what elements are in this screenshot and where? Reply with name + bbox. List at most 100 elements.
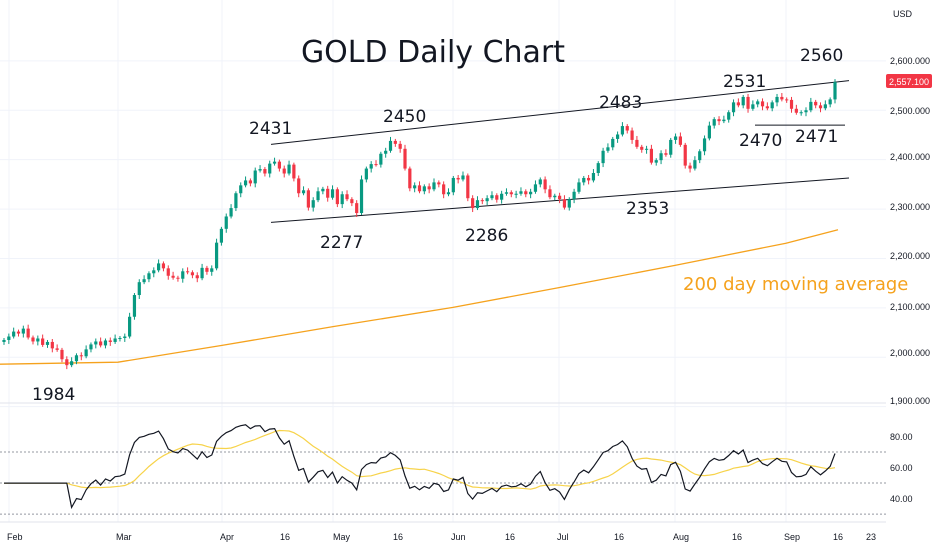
candle-body bbox=[374, 164, 378, 166]
candle-body bbox=[79, 355, 83, 357]
candle-body bbox=[277, 161, 281, 169]
candle-body bbox=[480, 200, 484, 202]
candle-body bbox=[123, 336, 127, 339]
candle-body bbox=[794, 108, 798, 113]
candle-body bbox=[118, 338, 122, 340]
candle-body bbox=[103, 340, 108, 346]
candle-body bbox=[451, 177, 455, 193]
candle-body bbox=[70, 361, 74, 366]
candle-body bbox=[577, 182, 581, 192]
candle-body bbox=[485, 198, 489, 202]
candle-body bbox=[214, 242, 219, 269]
candle-body bbox=[504, 192, 509, 194]
candle-body bbox=[524, 191, 528, 195]
annotation-2277: 2277 bbox=[320, 233, 363, 253]
candle-body bbox=[596, 163, 600, 174]
candle-body bbox=[200, 267, 204, 279]
candle-body bbox=[316, 191, 320, 201]
rsi-tick-60: 60.00 bbox=[890, 463, 913, 473]
candle-body bbox=[731, 102, 736, 113]
candle-body bbox=[432, 182, 436, 190]
candle-body bbox=[287, 164, 291, 174]
x-tick-sep-16: 16 bbox=[833, 532, 843, 542]
candle-body bbox=[654, 160, 658, 163]
candle-body bbox=[181, 271, 185, 279]
candle-body bbox=[741, 96, 745, 106]
y-tick-2100: 2,100.000 bbox=[890, 302, 930, 312]
candle-body bbox=[176, 277, 180, 279]
candle-body bbox=[702, 138, 707, 152]
candle-body bbox=[611, 138, 615, 148]
candle-body bbox=[601, 150, 605, 164]
x-tick-apr-16: 16 bbox=[280, 532, 290, 542]
candle-body bbox=[161, 263, 166, 269]
candle-body bbox=[195, 275, 199, 279]
candle-body bbox=[60, 349, 64, 360]
candle-body bbox=[649, 148, 654, 163]
candle-body bbox=[548, 189, 552, 198]
annotation-2353: 2353 bbox=[626, 199, 669, 219]
candle-body bbox=[147, 273, 151, 280]
candle-body bbox=[789, 99, 794, 109]
candle-body bbox=[243, 180, 248, 186]
x-tick-sep: Sep bbox=[784, 532, 800, 542]
candle-body bbox=[683, 144, 687, 166]
candle-body bbox=[219, 228, 224, 243]
candle-body bbox=[89, 344, 93, 350]
candle-body bbox=[282, 168, 286, 174]
candle-body bbox=[171, 275, 175, 278]
candle-body bbox=[142, 279, 146, 283]
candle-body bbox=[456, 177, 460, 180]
candle-body bbox=[157, 263, 161, 271]
candle-body bbox=[471, 198, 475, 209]
candle-body bbox=[828, 99, 832, 105]
candle-body bbox=[340, 194, 344, 205]
candle-body bbox=[301, 190, 306, 194]
candle-body bbox=[422, 186, 426, 192]
candle-body bbox=[553, 195, 557, 198]
candle-body bbox=[543, 179, 547, 190]
candle-body bbox=[712, 119, 716, 126]
candle-body bbox=[84, 349, 88, 357]
candle-body bbox=[514, 193, 518, 195]
candle-body bbox=[475, 200, 480, 209]
candle-body bbox=[630, 130, 634, 140]
candle-body bbox=[635, 139, 639, 147]
candle-body bbox=[572, 191, 576, 200]
candle-body bbox=[640, 146, 644, 150]
x-tick-apr: Apr bbox=[220, 532, 234, 542]
moving-average-200-line bbox=[0, 229, 839, 365]
candle-body bbox=[253, 170, 257, 184]
x-tick-aug-16: 16 bbox=[732, 532, 742, 542]
candle-body bbox=[567, 199, 571, 208]
candle-body bbox=[746, 96, 750, 109]
candle-body bbox=[770, 102, 774, 109]
x-tick-may-16: 16 bbox=[393, 532, 403, 542]
candle-body bbox=[2, 339, 6, 342]
candle-body bbox=[345, 194, 349, 200]
candle-body bbox=[586, 177, 591, 181]
candle-body bbox=[41, 338, 45, 345]
candle-body bbox=[108, 340, 112, 342]
candle-body bbox=[190, 272, 195, 276]
candle-body bbox=[292, 164, 296, 179]
annotation-2560: 2560 bbox=[800, 46, 843, 66]
candle-body bbox=[693, 160, 697, 169]
candle-body bbox=[442, 184, 446, 195]
candle-body bbox=[804, 110, 808, 113]
last-price-label: 2,557.100 bbox=[889, 77, 929, 87]
candle-body bbox=[582, 177, 586, 183]
candle-body bbox=[21, 328, 25, 334]
candle-body bbox=[760, 101, 765, 107]
candle-body bbox=[99, 341, 103, 346]
candle-body bbox=[500, 193, 504, 200]
candle-body bbox=[509, 192, 513, 195]
candle-body bbox=[417, 185, 422, 192]
candle-body bbox=[55, 348, 59, 350]
candle-body bbox=[74, 355, 79, 362]
candle-body bbox=[765, 106, 769, 109]
candle-body bbox=[659, 153, 663, 161]
candle-body bbox=[152, 270, 156, 274]
candle-body bbox=[678, 136, 682, 145]
candle-body bbox=[297, 178, 301, 194]
